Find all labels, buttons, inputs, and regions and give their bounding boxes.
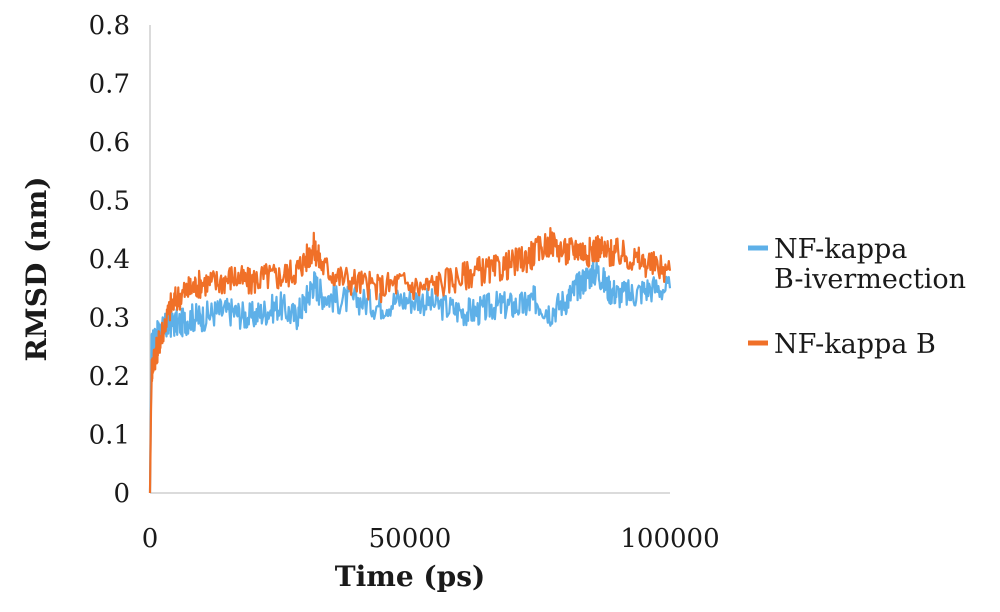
x-axis-title: Time (ps) [335,560,486,593]
y-tick-label: 0.5 [89,187,130,217]
series-lines [148,227,672,494]
legend-label: NF-kappa [774,234,907,265]
y-tick-label: 0.8 [89,11,130,41]
y-tick-label: 0.3 [89,304,130,334]
y-tick-label: 0.4 [89,245,130,275]
legend-label: NF-kappa B [774,329,936,360]
y-tick-label: 0.2 [89,362,130,392]
y-tick-label: 0.6 [89,128,130,158]
x-tick-label: 0 [142,524,159,554]
legend-label: B-ivermection [774,264,966,295]
axes: 0 0.1 0.2 0.3 0.4 0.5 0.6 0.7 0.8 0 50000 100000 Tim… [20,11,720,593]
series-line-nf-kappa-b [148,227,672,494]
y-tick-label: 0.1 [89,421,130,451]
x-tick-label: 100000 [620,524,719,554]
y-tick-label: 0.7 [89,70,130,100]
y-axis-title: RMSD (nm) [20,177,53,362]
legend-item: NF-kappa B [748,329,936,360]
x-tick-label: 50000 [369,524,452,554]
series-line-nf-kappa-b-ivermection [148,258,672,494]
y-tick-label: 0 [113,479,130,509]
